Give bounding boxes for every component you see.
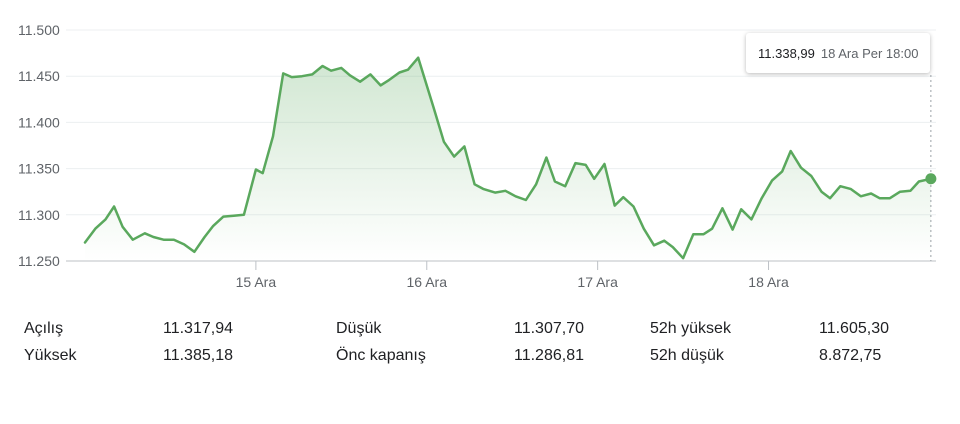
low-value: 11.307,70 bbox=[514, 320, 584, 337]
tooltip-value: 11.338,99 bbox=[758, 45, 815, 61]
price-tooltip: 11.338,99 18 Ara Per 18:00 bbox=[746, 33, 930, 73]
price-chart[interactable]: 11.500 11.450 11.400 11.350 11.300 11.250 15 … bbox=[0, 0, 960, 310]
tooltip-time: 18 Ara Per 18:00 bbox=[820, 45, 919, 61]
high-value: 11.385,18 bbox=[163, 347, 233, 364]
y-tick-label: 11.400 bbox=[18, 114, 60, 130]
prev-close-value: 11.286,81 bbox=[514, 347, 584, 364]
low-label: Düşük bbox=[336, 320, 382, 337]
y-tick-label: 11.350 bbox=[18, 161, 60, 177]
stats-row: Açılış 11.317,94 Düşük 11.307,70 52h yük… bbox=[24, 320, 944, 347]
stats-row: Yüksek 11.385,18 Önc kapanış 11.286,81 5… bbox=[24, 347, 944, 374]
y-tick-label: 11.450 bbox=[18, 68, 60, 84]
x-tick-label: 16 Ara bbox=[407, 274, 448, 290]
high52-label: 52h yüksek bbox=[650, 320, 731, 337]
open-value: 11.317,94 bbox=[163, 320, 233, 337]
current-point-marker[interactable] bbox=[925, 173, 937, 185]
prev-close-label: Önc kapanış bbox=[336, 347, 426, 364]
high-label: Yüksek bbox=[24, 347, 77, 364]
high52-value: 11.605,30 bbox=[819, 320, 889, 337]
low52-label: 52h düşük bbox=[650, 347, 724, 364]
y-tick-label: 11.500 bbox=[18, 22, 60, 38]
y-axis-ticks: 11.500 11.450 11.400 11.350 11.300 11.250 bbox=[18, 22, 60, 269]
y-tick-label: 11.250 bbox=[18, 253, 60, 269]
y-tick-label: 11.300 bbox=[18, 207, 60, 223]
stats-table: Açılış 11.317,94 Düşük 11.307,70 52h yük… bbox=[24, 320, 944, 374]
x-tick-label: 18 Ara bbox=[748, 274, 789, 290]
low52-value: 8.872,75 bbox=[819, 347, 882, 364]
x-tick-label: 15 Ara bbox=[236, 274, 277, 290]
x-axis-ticks: 15 Ara 16 Ara 17 Ara 18 Ara bbox=[236, 261, 789, 290]
price-area-fill bbox=[85, 57, 931, 262]
open-label: Açılış bbox=[24, 320, 64, 337]
x-tick-label: 17 Ara bbox=[577, 274, 618, 290]
price-line bbox=[83, 56, 933, 260]
